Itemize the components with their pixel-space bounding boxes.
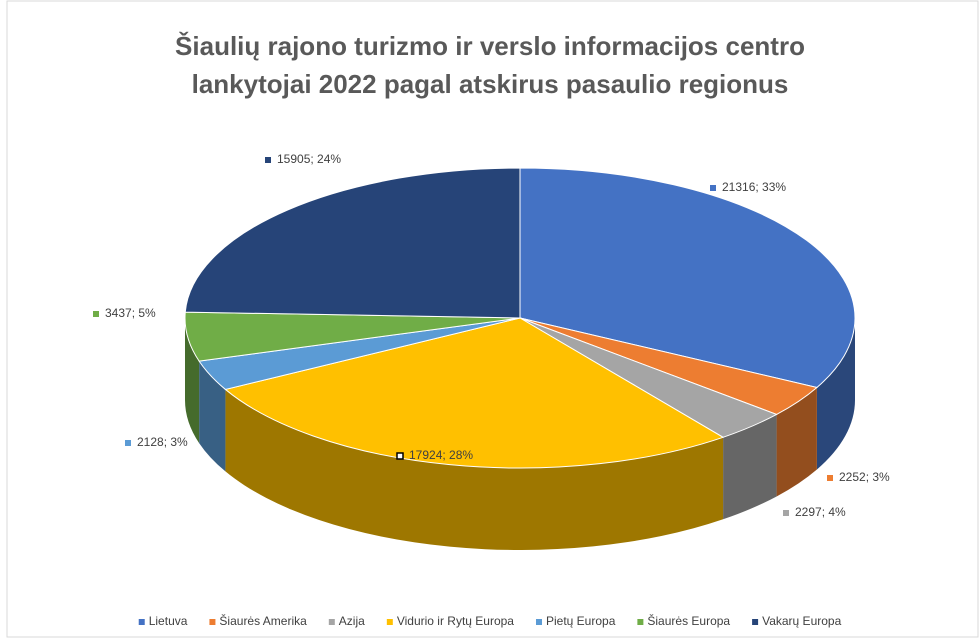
legend-key <box>138 619 145 625</box>
label-key <box>396 452 404 460</box>
pie-side <box>776 387 817 497</box>
pie-side <box>723 414 777 520</box>
legend-label: Lietuva <box>149 614 188 628</box>
legend-key <box>752 619 759 625</box>
legend-label: Pietų Europa <box>546 614 616 628</box>
legend-label: Vakarų Europa <box>762 614 841 628</box>
data-label: 2252; 3% <box>839 470 890 484</box>
legend-key <box>386 619 393 625</box>
legend-label: Vidurio ir Rytų Europa <box>397 614 514 628</box>
chart-title: lankytojai 2022 pagal atskirus pasaulio … <box>192 69 789 99</box>
label-key <box>827 475 833 481</box>
label-key <box>265 157 271 163</box>
data-label: 2297; 4% <box>795 505 846 519</box>
legend-key <box>209 619 216 625</box>
label-key <box>93 311 99 317</box>
data-label: 2128; 3% <box>137 435 188 449</box>
pie-slice <box>519 167 856 389</box>
label-key <box>710 185 716 191</box>
legend-label: Šiaurės Europa <box>647 613 730 628</box>
data-label: 15905; 24% <box>277 152 341 166</box>
label-key <box>783 510 789 516</box>
legend-label: Azija <box>339 614 365 628</box>
data-label: 17924; 28% <box>409 448 473 462</box>
legend-key <box>328 619 335 625</box>
pie-side <box>185 318 200 444</box>
legend-key <box>535 619 542 625</box>
legend-key <box>637 619 644 625</box>
data-label: 21316; 33% <box>722 180 786 194</box>
label-key <box>125 440 131 446</box>
pie-side <box>199 361 226 472</box>
legend-label: Šiaurės Amerika <box>219 613 307 628</box>
data-label: 3437; 5% <box>105 306 156 320</box>
pie-slice <box>224 317 725 469</box>
pie-side <box>816 318 855 470</box>
pie-slice <box>184 167 521 319</box>
chart-title: Šiaulių rajono turizmo ir verslo informa… <box>175 31 805 61</box>
pie-side <box>225 389 724 551</box>
